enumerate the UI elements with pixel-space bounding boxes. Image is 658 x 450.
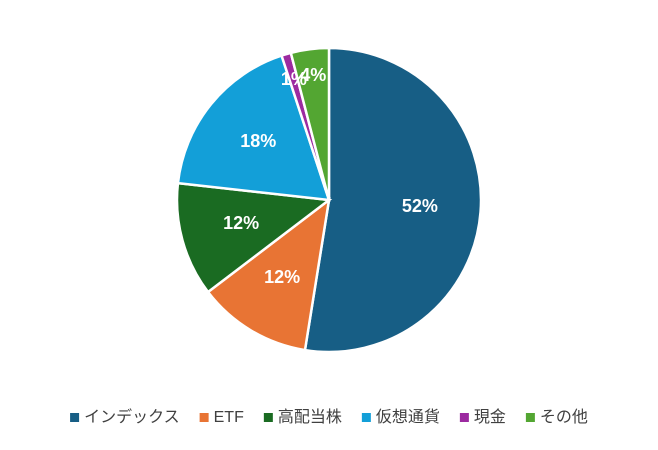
legend-marker <box>70 413 80 422</box>
legend-label: 現金 <box>474 408 506 426</box>
data-label: 12% <box>223 213 259 233</box>
legend-label: 仮想通貨 <box>376 408 440 426</box>
pie-slice <box>303 46 483 354</box>
pie-slice <box>289 46 331 201</box>
legend-marker <box>459 413 469 422</box>
data-label: 52% <box>402 196 438 216</box>
legend-label: その他 <box>540 408 588 426</box>
pie-slice <box>176 54 331 202</box>
data-label: 12% <box>264 267 300 287</box>
data-label: 1% <box>281 69 307 89</box>
legend-marker <box>525 413 535 422</box>
data-label: 18% <box>240 131 276 151</box>
legend-marker <box>263 413 273 422</box>
legend-marker <box>199 413 209 422</box>
legend-label: ETF <box>214 409 244 426</box>
legend-marker <box>361 413 371 422</box>
legend-label: 高配当株 <box>278 408 342 426</box>
data-label: 4% <box>300 65 326 85</box>
pie-slice <box>175 181 333 294</box>
pie-slice <box>206 197 331 352</box>
legend-label: インデックス <box>84 407 180 426</box>
